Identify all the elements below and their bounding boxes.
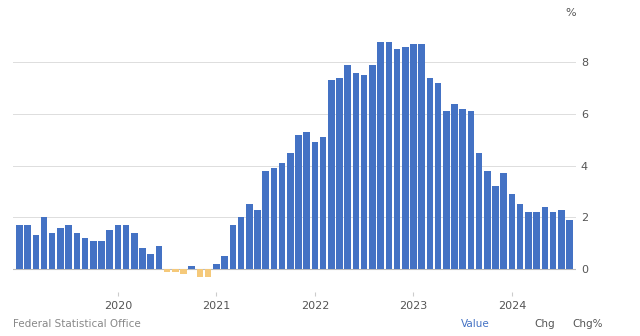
Bar	[16, 225, 22, 269]
Bar	[82, 238, 88, 269]
Bar	[213, 264, 220, 269]
Bar	[57, 228, 64, 269]
Bar	[24, 225, 31, 269]
Bar	[468, 112, 474, 269]
Bar	[533, 212, 540, 269]
Bar	[254, 210, 260, 269]
Bar	[460, 109, 466, 269]
Bar	[303, 132, 310, 269]
Bar	[279, 163, 285, 269]
Bar	[98, 241, 105, 269]
Bar	[500, 173, 507, 269]
Bar	[147, 254, 154, 269]
Bar	[394, 49, 400, 269]
Bar	[41, 217, 47, 269]
Bar	[221, 256, 228, 269]
Bar	[328, 80, 335, 269]
Bar	[90, 241, 97, 269]
Bar	[156, 246, 162, 269]
Text: Federal Statistical Office: Federal Statistical Office	[13, 319, 141, 329]
Bar	[344, 65, 351, 269]
Bar	[196, 269, 204, 277]
Bar	[180, 269, 187, 274]
Bar	[451, 103, 458, 269]
Bar	[74, 233, 80, 269]
Bar	[205, 269, 211, 277]
Bar	[525, 212, 532, 269]
Text: %: %	[565, 8, 576, 18]
Bar	[402, 47, 408, 269]
Bar	[476, 153, 483, 269]
Bar	[484, 171, 491, 269]
Bar	[295, 135, 302, 269]
Bar	[312, 142, 318, 269]
Bar	[172, 269, 179, 271]
Bar	[123, 225, 129, 269]
Bar	[369, 65, 376, 269]
Bar	[541, 207, 548, 269]
Bar	[566, 220, 573, 269]
Bar	[410, 44, 417, 269]
Bar	[550, 212, 556, 269]
Bar	[336, 78, 343, 269]
Bar	[237, 217, 244, 269]
Bar	[65, 225, 72, 269]
Bar	[262, 171, 269, 269]
Bar	[427, 78, 433, 269]
Bar	[509, 194, 515, 269]
Bar	[361, 75, 367, 269]
Bar	[517, 204, 524, 269]
Bar	[419, 44, 425, 269]
Bar	[106, 230, 113, 269]
Bar	[164, 269, 170, 271]
Text: Value: Value	[461, 319, 490, 329]
Bar	[49, 233, 56, 269]
Bar	[230, 225, 236, 269]
Text: Chg: Chg	[534, 319, 555, 329]
Text: Chg%: Chg%	[573, 319, 604, 329]
Bar	[287, 153, 294, 269]
Bar	[320, 137, 326, 269]
Bar	[378, 42, 384, 269]
Bar	[131, 233, 138, 269]
Bar	[140, 248, 146, 269]
Bar	[189, 266, 195, 269]
Bar	[492, 186, 499, 269]
Bar	[115, 225, 121, 269]
Bar	[353, 73, 359, 269]
Bar	[558, 210, 564, 269]
Bar	[246, 204, 253, 269]
Bar	[385, 42, 392, 269]
Bar	[435, 83, 442, 269]
Bar	[443, 112, 449, 269]
Bar	[33, 236, 39, 269]
Bar	[271, 168, 277, 269]
